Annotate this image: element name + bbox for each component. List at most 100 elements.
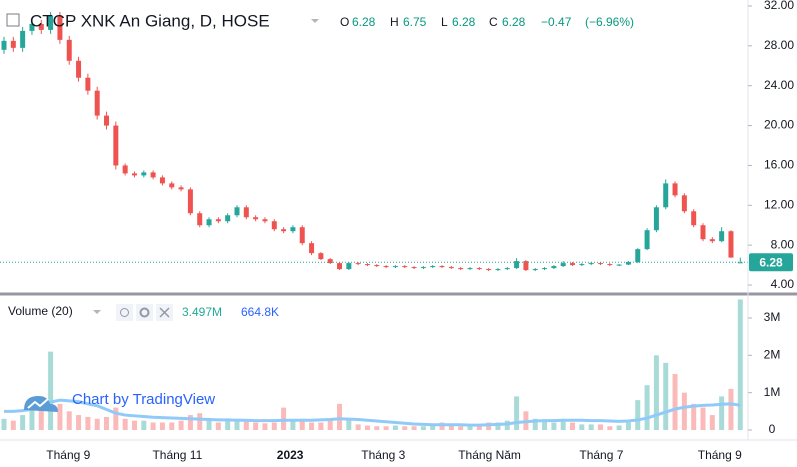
volume-bar <box>225 420 231 430</box>
candle-body <box>113 125 119 166</box>
volume-bar <box>141 420 147 430</box>
candle-body <box>281 229 287 232</box>
volume-bar <box>364 425 370 430</box>
volume-bar <box>327 420 333 430</box>
volume-bar <box>206 418 212 430</box>
dropdown-arrow[interactable] <box>311 19 319 23</box>
candle-body <box>402 266 408 268</box>
dropdown-arrow[interactable] <box>93 310 101 314</box>
candle-body <box>691 211 697 226</box>
candle-body <box>476 268 482 270</box>
collapse-icon[interactable] <box>6 13 20 27</box>
volume-bar <box>458 426 464 430</box>
candle-body <box>337 263 343 270</box>
volume-bar <box>560 420 566 430</box>
visibility-icon <box>120 308 129 317</box>
candle-body <box>625 262 631 265</box>
candle-body <box>364 264 370 266</box>
candle-body <box>141 172 147 176</box>
volume-bar <box>448 424 454 430</box>
candle-body <box>709 239 715 242</box>
settings-icon <box>139 307 150 318</box>
volume-bar <box>467 426 473 430</box>
watermark-logo-line <box>27 398 49 409</box>
volume-bar <box>663 362 669 430</box>
volume-bar <box>253 422 259 430</box>
x-tick-label: 2023 <box>277 448 304 462</box>
volume-bar <box>159 422 165 430</box>
volume-bar <box>570 422 576 430</box>
settings-button[interactable] <box>136 304 153 321</box>
volume-bar <box>597 424 603 430</box>
candle-body <box>38 23 44 30</box>
candle-body <box>411 267 417 269</box>
volume-bar <box>420 426 426 430</box>
volume-bar <box>700 407 706 430</box>
volume-bar <box>337 403 343 430</box>
volume-bar <box>57 403 63 430</box>
y-tick-label: 3M <box>764 310 781 324</box>
symbol-title: CTCP XNK An Giang, D, HOSE <box>30 11 270 30</box>
candle-body <box>616 264 622 266</box>
watermark-text: Chart by TradingView <box>72 391 215 408</box>
axes: Tháng 9 Tháng 11 2023 Tháng 3 Tháng Năm Tháng… <box>46 0 794 462</box>
volume-bar <box>76 415 82 430</box>
volume-bar <box>122 418 128 430</box>
candle-body <box>355 263 361 265</box>
volume-bar <box>234 418 240 430</box>
volume-ma-line <box>4 398 741 427</box>
candle-body <box>10 40 16 48</box>
y-tick-label: 1M <box>764 385 781 399</box>
volume-bar <box>374 426 380 430</box>
volume-bar <box>215 422 221 430</box>
change-percent: (−6.96%) <box>585 15 634 29</box>
candle-body <box>392 266 398 268</box>
y-tick-label: 24.00 <box>764 78 794 92</box>
last-price-box <box>749 253 793 272</box>
volume-bar <box>635 400 641 430</box>
volume-bar <box>681 392 687 430</box>
candle-body <box>29 23 35 31</box>
volume-bar <box>346 418 352 430</box>
visibility-button[interactable] <box>116 304 133 321</box>
volume-bar <box>48 351 54 430</box>
ohlc-low: 6.28 <box>452 15 476 29</box>
volume-bar <box>38 396 44 430</box>
y-tick-label: 8.00 <box>771 237 795 251</box>
candle-body <box>159 177 165 184</box>
candle-body <box>458 268 464 270</box>
volume-bar <box>10 420 16 430</box>
volume-bar <box>113 407 119 430</box>
candle-body <box>346 263 352 270</box>
volume-bar <box>551 422 557 430</box>
candle-body <box>681 195 687 212</box>
volume-bar <box>187 415 193 430</box>
ohlc-close: 6.28 <box>502 15 526 29</box>
candle-body <box>672 183 678 196</box>
volume-bar <box>131 420 137 430</box>
volume-bar <box>392 425 398 430</box>
volume-bar <box>542 420 548 430</box>
candle-body <box>1 40 7 50</box>
candle-body <box>588 263 594 265</box>
volume-bar <box>653 355 659 430</box>
volume-bar <box>719 396 725 430</box>
volume-bar <box>709 415 715 430</box>
x-tick-label: Tháng 7 <box>579 448 623 462</box>
x-tick-label: Tháng Năm <box>458 448 521 462</box>
candle-body <box>504 268 510 270</box>
candle-body <box>66 39 72 61</box>
volume-bar <box>691 403 697 430</box>
ohlc-open: 6.28 <box>352 15 376 29</box>
volume-bar <box>29 407 35 430</box>
volume-bar <box>169 422 175 430</box>
ohlc-high: 6.75 <box>403 15 427 29</box>
candle-body <box>234 207 240 216</box>
candle-body <box>150 172 156 178</box>
y-tick-label: 20.00 <box>764 118 794 132</box>
volume-bar <box>85 416 91 430</box>
volume-bar <box>150 422 156 430</box>
candle-body <box>383 266 389 268</box>
volume-bar <box>197 413 203 430</box>
candle-body <box>243 207 249 218</box>
